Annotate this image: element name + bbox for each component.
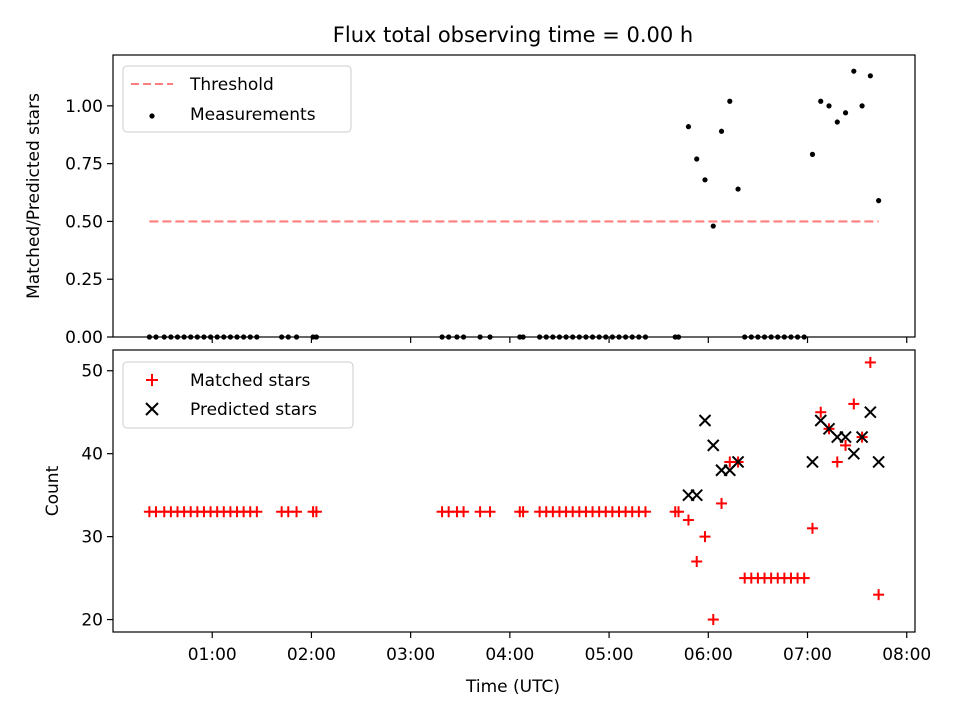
predicted-star-point [731,455,745,469]
x-axis-label: Time (UTC) [465,677,560,697]
ratio-y-ticks: 0.00 0.25 0.50 0.75 1.00 [65,97,113,348]
count-y-ticks: 20 30 40 50 [81,362,113,631]
measurement-point [702,177,708,183]
count-plot-frame [112,349,916,633]
matched-star-point [691,556,703,567]
measurement-point [685,124,692,130]
ratio-x-ticks [211,337,908,343]
predicted-star-point [806,455,819,469]
count-marks [143,356,885,626]
measurements-legend-marker [149,113,155,119]
matched-star-point [474,506,486,518]
matched-star-point [458,506,470,518]
figure-title: Flux total observing time = 0.00 h [333,23,693,47]
matched-star-point [840,439,852,451]
matched-star-point [798,572,810,584]
ratio-y-tick-label: 0.00 [65,328,103,348]
measurement-point [834,119,840,125]
measurement-point [876,198,882,204]
count-legend: Matched stars Predicted stars [122,361,354,429]
measurement-point [809,151,816,157]
matched-star-point [831,456,843,468]
measurement-point [867,73,873,79]
matched-star-point [291,506,303,518]
measurement-point [826,103,832,109]
matched-star-point [682,514,694,526]
measurement-point [727,98,733,104]
measurement-point [851,68,857,74]
ratio-y-tick-label: 0.25 [65,270,103,290]
measurement-point [718,128,725,134]
predicted-star-point [690,488,703,502]
matched-star-point [699,531,711,543]
predicted-star-point [839,430,852,444]
ratio-y-tick-label: 0.75 [65,155,103,175]
x-tick-label: 02:00 [287,645,336,665]
predicted-star-point [707,439,720,452]
measurement-point [842,110,849,116]
matched-star-point [251,506,263,518]
ratio-legend: Threshold Measurements [122,65,352,133]
matched-star-point [873,589,885,601]
matched-star-point [716,497,728,509]
ratio-y-tick-label: 0.50 [65,212,103,232]
measurement-point [735,186,741,192]
matched-star-point [848,398,860,410]
count-y-tick-label: 40 [81,445,103,465]
count-x-ticks: 01:00 02:00 03:00 04:00 05:00 06:00 07:00 08:00 [188,632,931,665]
matched-star-point [310,506,322,518]
matched-star-point [484,506,496,518]
matched-star-point [864,356,876,368]
x-tick-label: 03:00 [386,645,435,665]
predicted-star-point [855,430,869,444]
measurement-point [710,223,716,229]
predicted-star-point [698,414,712,427]
measurement-point [818,98,824,104]
x-tick-label: 04:00 [485,645,534,665]
count-y-axis-label: Count [43,465,63,516]
count-y-tick-label: 50 [81,362,103,382]
predicted-star-point [872,455,885,469]
measurement-point [694,156,700,162]
x-tick-label: 06:00 [684,645,733,665]
predicted-star-point [847,447,861,460]
matched-legend-label: Matched stars [190,371,310,391]
count-y-tick-label: 20 [81,611,103,631]
x-tick-label: 07:00 [783,645,832,665]
matched-star-point [806,522,818,534]
count-y-tick-label: 30 [81,528,103,548]
matched-star-point [517,506,529,518]
matched-star-point [639,506,651,518]
ratio-legend-box [122,65,352,133]
predicted-star-point [864,405,877,419]
count-legend-box [122,361,354,429]
ratio-panel: 0.00 0.25 0.50 0.75 1.00 Matched/Predicted s… [24,54,916,348]
x-tick-label: 05:00 [585,645,634,665]
ratio-y-axis-label: Matched/Predicted stars [24,93,44,299]
matched-legend-marker [146,374,158,386]
ratio-y-tick-label: 1.00 [65,97,103,117]
x-tick-label: 08:00 [882,645,931,665]
ratio-plot-frame [112,54,916,338]
measurement-point [859,103,865,109]
x-tick-label: 01:00 [188,645,237,665]
measurements-legend-label: Measurements [190,105,316,125]
matched-star-point [815,406,827,418]
threshold-legend-label: Threshold [189,75,274,95]
predicted-legend-label: Predicted stars [190,400,317,420]
predicted-legend-marker [145,402,159,416]
matched-star-point [707,614,719,626]
matched-star-point [673,506,685,518]
